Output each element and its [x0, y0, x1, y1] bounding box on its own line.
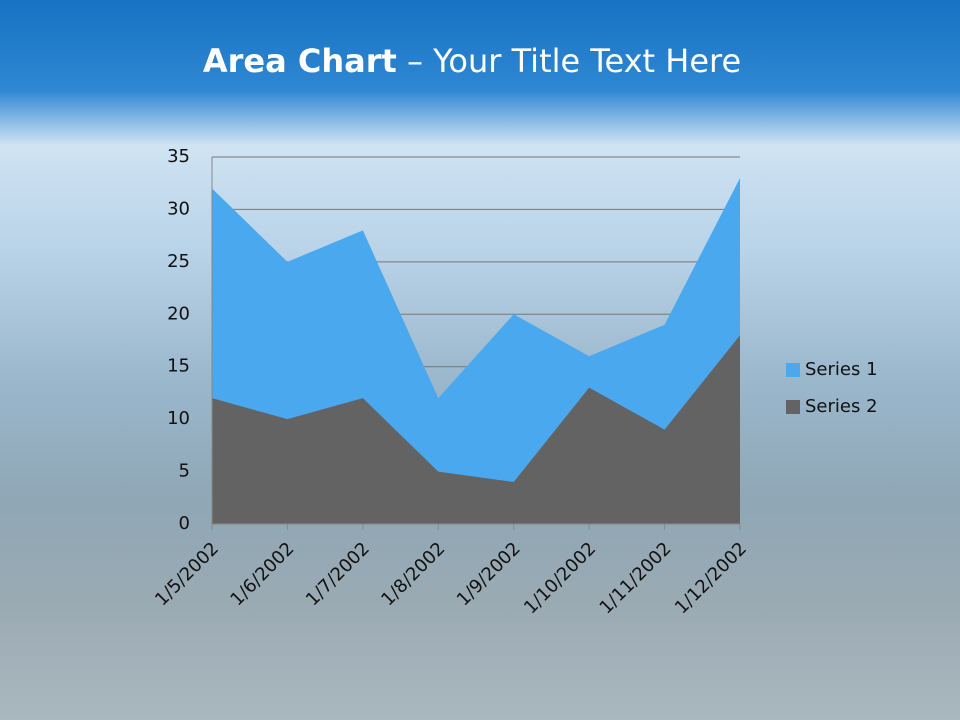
x-tick-label: 1/5/2002: [151, 538, 223, 610]
legend-swatch: [786, 363, 800, 377]
x-tick-label: 1/8/2002: [377, 538, 449, 610]
legend-label: Series 2: [805, 396, 878, 417]
title-strong: Area Chart: [203, 42, 397, 80]
x-tick-label: 1/11/2002: [596, 538, 676, 618]
y-tick-label: 5: [179, 461, 190, 482]
y-tick-label: 20: [167, 303, 190, 324]
y-tick-label: 0: [179, 513, 190, 534]
x-tick-label: 1/7/2002: [302, 538, 374, 610]
y-tick-label: 15: [167, 356, 190, 377]
legend-swatch: [786, 400, 800, 414]
x-tick-label: 1/6/2002: [226, 538, 298, 610]
y-tick-label: 35: [167, 146, 190, 167]
x-tick-label: 1/12/2002: [671, 538, 751, 618]
y-tick-label: 30: [167, 198, 190, 219]
x-tick-label: 1/9/2002: [453, 538, 525, 610]
x-tick-label: 1/10/2002: [520, 538, 600, 618]
legend-label: Series 1: [805, 359, 878, 380]
area: [212, 335, 740, 524]
title-rest: – Your Title Text Here: [407, 42, 741, 80]
slide-title: Area Chart – Your Title Text Here: [203, 42, 741, 80]
y-tick-label: 25: [167, 251, 190, 272]
y-tick-label: 10: [167, 408, 190, 429]
